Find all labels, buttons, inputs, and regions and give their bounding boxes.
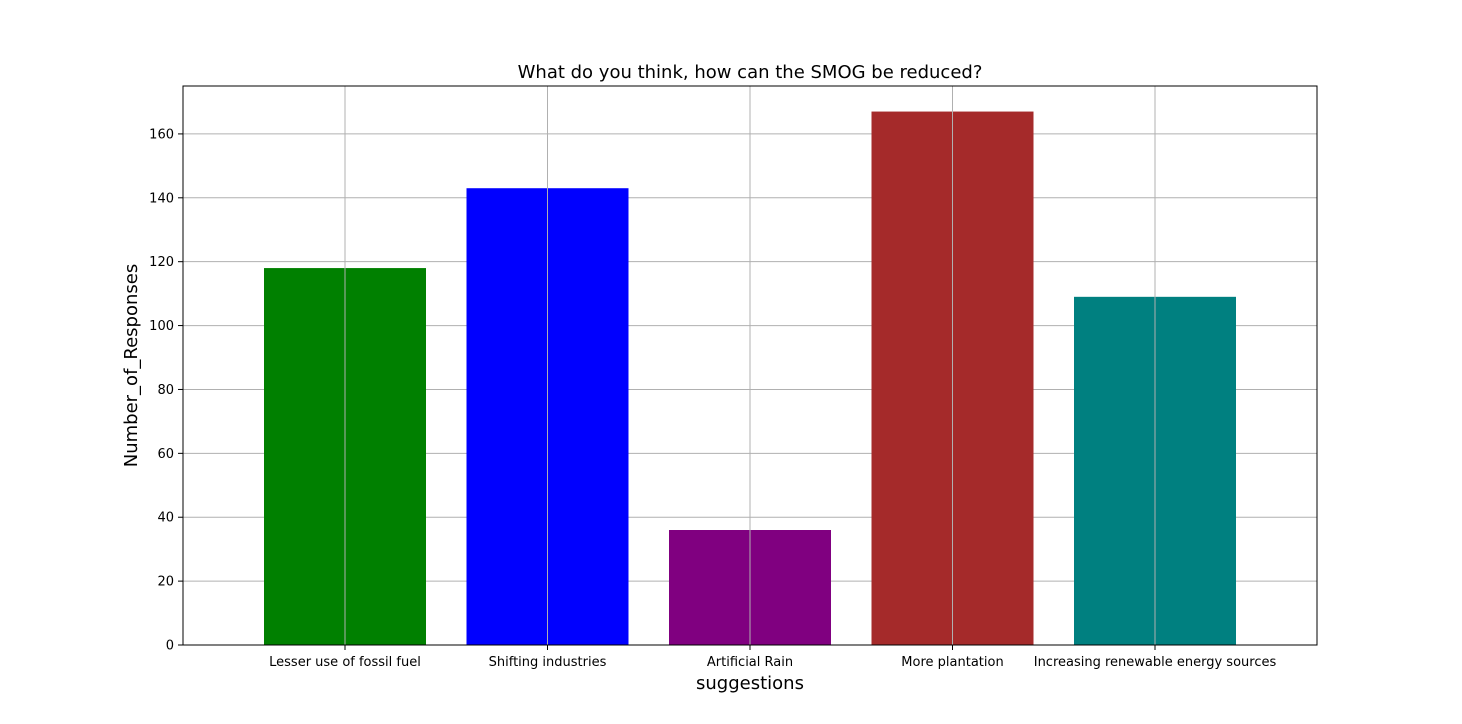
y-axis-ticks: 0 20 40 60 80 100 120 140 160 <box>149 127 183 654</box>
chart-title: What do you think, how can the SMOG be r… <box>518 62 983 83</box>
y-tick-label: 80 <box>157 383 174 398</box>
y-axis-label: Number_of_Responses <box>121 264 142 467</box>
y-tick-label: 0 <box>166 639 174 654</box>
y-tick-label: 100 <box>149 319 174 334</box>
y-tick-label: 40 <box>157 511 174 526</box>
x-tick-label: Shifting industries <box>489 655 607 670</box>
y-tick-label: 120 <box>149 255 174 270</box>
y-tick-label: 160 <box>149 127 174 142</box>
y-tick-label: 140 <box>149 191 174 206</box>
x-tick-label: Lesser use of fossil fuel <box>269 655 421 670</box>
x-tick-label: Artificial Rain <box>707 655 793 670</box>
y-tick-label: 20 <box>157 575 174 590</box>
x-tick-label: More plantation <box>901 655 1003 670</box>
x-axis-ticks: Lesser use of fossil fuel Shifting indust… <box>269 645 1276 670</box>
x-axis-label: suggestions <box>696 673 804 694</box>
x-tick-label: Increasing renewable energy sources <box>1034 655 1277 670</box>
y-tick-label: 60 <box>157 447 174 462</box>
x-grid-layer <box>344 86 1156 645</box>
